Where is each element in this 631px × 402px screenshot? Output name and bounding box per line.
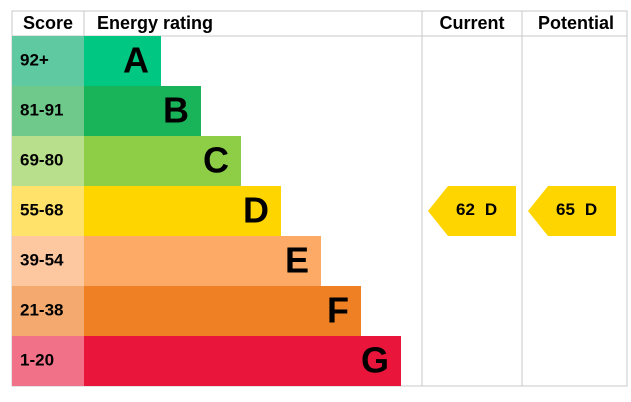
score-cell	[12, 286, 84, 336]
rating-letter: B	[163, 90, 189, 131]
rating-bar	[84, 86, 201, 136]
header-potential: Potential	[538, 13, 614, 33]
rating-bar	[84, 336, 401, 386]
rating-bar	[84, 286, 361, 336]
rating-letter: G	[361, 340, 389, 381]
score-label: 55-68	[20, 200, 63, 219]
score-label: 21-38	[20, 300, 63, 319]
score-cell	[12, 136, 84, 186]
rating-letter: C	[203, 140, 229, 181]
potential-arrow	[528, 186, 616, 236]
score-label: 81-91	[20, 100, 63, 119]
score-cell	[12, 186, 84, 236]
potential-value: 65	[556, 200, 575, 219]
rating-bar	[84, 36, 161, 86]
potential-letter: D	[585, 200, 597, 219]
current-letter: D	[485, 200, 497, 219]
score-cell	[12, 86, 84, 136]
score-label: 92+	[20, 50, 49, 69]
rating-bar	[84, 236, 321, 286]
score-label: 39-54	[20, 250, 64, 269]
current-rating: 62 D	[456, 200, 497, 219]
header-score: Score	[23, 13, 73, 33]
rating-bar	[84, 136, 241, 186]
header-rating: Energy rating	[97, 13, 213, 33]
rating-bar	[84, 186, 281, 236]
potential-rating: 65 D	[556, 200, 597, 219]
current-arrow	[428, 186, 516, 236]
header-current: Current	[439, 13, 504, 33]
score-label: 69-80	[20, 150, 63, 169]
score-label: 1-20	[20, 350, 54, 369]
rating-letter: E	[285, 240, 309, 281]
score-cell	[12, 336, 84, 386]
rating-letter: F	[327, 290, 349, 331]
score-cell	[12, 236, 84, 286]
current-value: 62	[456, 200, 475, 219]
rating-letter: D	[243, 190, 269, 231]
rating-letter: A	[123, 40, 149, 81]
score-cell	[12, 36, 84, 86]
